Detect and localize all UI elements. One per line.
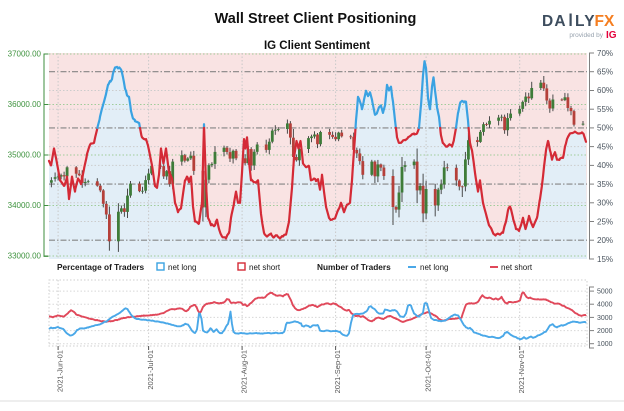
svg-text:33000.00: 33000.00 <box>8 252 42 261</box>
svg-text:2021-Jul-01: 2021-Jul-01 <box>146 350 155 390</box>
svg-text:37000.00: 37000.00 <box>8 50 42 59</box>
svg-text:36000.00: 36000.00 <box>8 100 42 109</box>
svg-text:net long: net long <box>420 263 448 272</box>
svg-text:2021-Oct-01: 2021-Oct-01 <box>424 350 433 392</box>
svg-text:DA: DA <box>542 13 567 30</box>
svg-text:Percentage of Traders: Percentage of Traders <box>57 262 145 272</box>
svg-text:IG Client Sentiment: IG Client Sentiment <box>264 40 370 52</box>
svg-text:34000.00: 34000.00 <box>8 201 42 210</box>
svg-text:1000: 1000 <box>597 341 613 348</box>
svg-text:net short: net short <box>501 263 533 272</box>
svg-text:2000: 2000 <box>597 328 613 335</box>
svg-text:2021-Jun-01: 2021-Jun-01 <box>56 350 65 392</box>
svg-text:LY: LY <box>575 13 596 30</box>
svg-text:60%: 60% <box>597 86 613 95</box>
svg-text:2021-Sep-01: 2021-Sep-01 <box>333 350 342 393</box>
svg-text:provided by: provided by <box>569 32 603 39</box>
svg-text:40%: 40% <box>597 161 613 170</box>
svg-text:net short: net short <box>249 263 281 272</box>
svg-text:65%: 65% <box>597 68 613 77</box>
svg-text:15%: 15% <box>597 255 613 264</box>
svg-text:net long: net long <box>168 263 196 272</box>
svg-text:3000: 3000 <box>597 315 613 322</box>
svg-text:Wall Street Client Positioning: Wall Street Client Positioning <box>215 11 417 27</box>
svg-text:FX: FX <box>595 13 615 30</box>
svg-text:50%: 50% <box>597 124 613 133</box>
svg-text:70%: 70% <box>597 49 613 58</box>
svg-text:55%: 55% <box>597 105 613 114</box>
svg-text:25%: 25% <box>597 217 613 226</box>
svg-text:45%: 45% <box>597 142 613 151</box>
svg-text:2021-Nov-01: 2021-Nov-01 <box>517 350 526 393</box>
svg-text:35%: 35% <box>597 180 613 189</box>
svg-text:Number of Traders: Number of Traders <box>317 262 391 272</box>
svg-text:2021-Aug-01: 2021-Aug-01 <box>240 350 249 393</box>
svg-text:20%: 20% <box>597 236 613 245</box>
svg-text:4000: 4000 <box>597 302 613 309</box>
svg-text:30%: 30% <box>597 199 613 208</box>
svg-text:35000.00: 35000.00 <box>8 151 42 160</box>
svg-text:5000: 5000 <box>597 289 613 296</box>
svg-text:IG: IG <box>606 30 617 41</box>
